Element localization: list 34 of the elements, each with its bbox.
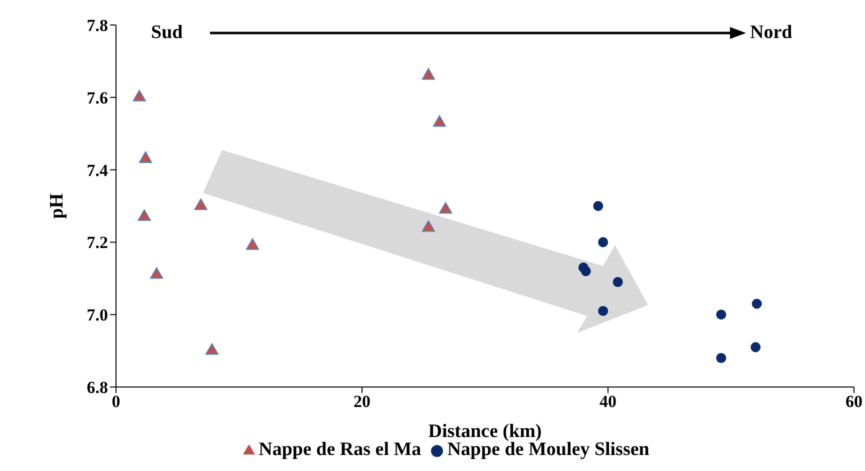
x-axis-title: Distance (km) xyxy=(428,421,542,442)
x-tick-label: 40 xyxy=(600,392,616,412)
point xyxy=(432,115,446,127)
point xyxy=(716,310,726,320)
point xyxy=(422,68,435,80)
y-tick-label: 7.0 xyxy=(86,306,108,325)
point xyxy=(138,151,152,163)
point xyxy=(439,202,452,214)
point xyxy=(593,200,604,212)
point xyxy=(750,342,761,352)
x-tick-label: 60 xyxy=(846,392,862,412)
annotation: Nord xyxy=(750,22,792,44)
y-axis-title: pH xyxy=(46,193,68,219)
point xyxy=(752,298,762,309)
point xyxy=(422,220,435,232)
y-tick-label: 6.8 xyxy=(86,378,108,398)
point xyxy=(612,277,623,288)
y-tick-label: 7.4 xyxy=(86,160,108,180)
point xyxy=(138,209,151,221)
x-tick-label: 0 xyxy=(112,392,120,412)
point xyxy=(150,267,164,279)
x-tick-label: 20 xyxy=(354,392,370,412)
point xyxy=(246,238,260,250)
y-tick-label: 7.2 xyxy=(86,233,108,252)
point xyxy=(580,266,591,276)
y-tick-label: 7.6 xyxy=(86,88,108,108)
point xyxy=(716,353,726,364)
legend-label: Nappe de Ras el Ma xyxy=(258,439,422,460)
point xyxy=(598,306,608,316)
point xyxy=(132,90,146,102)
point xyxy=(194,198,208,210)
y-tick-label: 7.8 xyxy=(86,16,108,36)
annotation: Sud xyxy=(151,22,183,44)
point xyxy=(598,237,608,248)
